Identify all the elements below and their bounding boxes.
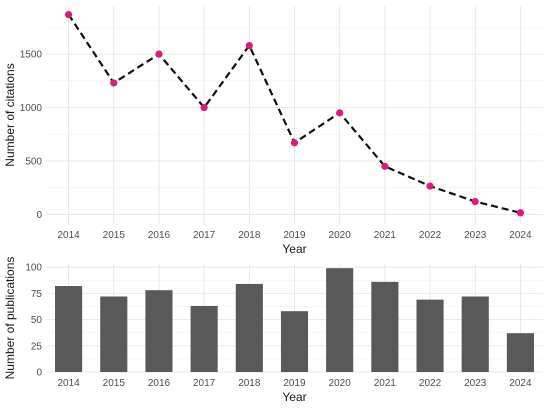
citations-point (64, 10, 73, 19)
publications-bar (190, 305, 218, 372)
publications-bar (461, 296, 489, 372)
citations-point (290, 139, 299, 147)
publications-bar (100, 296, 128, 372)
publications-y-tick-label: 50 (31, 315, 43, 326)
citations-y-tick-label: 0 (36, 210, 42, 221)
citations-grid (46, 6, 543, 224)
citations-x-tick-label: 2015 (103, 230, 126, 241)
citations-y-ticks: 0 500 1000 1500 (20, 50, 43, 221)
publications-bar (506, 333, 534, 372)
publications-bar (416, 299, 444, 372)
publications-y-axis-title: Number of publications (3, 257, 17, 380)
citations-point (471, 197, 479, 206)
citations-x-tick-label: 2023 (464, 230, 487, 241)
citations-points (64, 10, 525, 217)
publications-bars (55, 268, 534, 372)
publications-x-tick-label: 2018 (238, 378, 261, 389)
publications-y-tick-label: 100 (25, 263, 42, 274)
citations-x-tick-label: 2017 (193, 230, 216, 241)
citations-x-tick-label: 2018 (238, 230, 261, 241)
citations-y-tick-label: 1500 (20, 50, 43, 61)
citations-point (200, 103, 208, 112)
publications-y-ticks: 0 25 50 75 100 (25, 263, 42, 379)
citations-point (381, 162, 389, 170)
citations-point (336, 109, 344, 117)
publications-y-tick-label: 25 (31, 341, 43, 352)
citations-point (245, 41, 253, 50)
citations-x-tick-label: 2016 (148, 230, 171, 241)
publications-x-ticks: 2014 2015 2016 2017 2018 2019 2020 2021 2022 2023… (57, 378, 532, 389)
citations-y-axis-title: Number of citations (3, 63, 17, 166)
publications-x-axis-title: Year (282, 390, 306, 404)
citations-point (110, 79, 118, 87)
publications-x-tick-label: 2019 (283, 378, 306, 389)
publications-x-tick-label: 2024 (509, 378, 532, 389)
publications-y-tick-label: 75 (31, 289, 43, 300)
publications-bar (326, 268, 354, 372)
publications-x-tick-label: 2015 (103, 378, 126, 389)
citations-x-ticks: 2014 2015 2016 2017 2018 2019 2020 2021 2022 2023… (57, 230, 532, 241)
citations-line-chart: 0 500 1000 1500 2014 2015 2016 2017 2018 2019 202… (3, 6, 543, 256)
publications-bar (55, 286, 83, 372)
citations-x-tick-label: 2014 (57, 230, 80, 241)
citations-x-tick-label: 2019 (283, 230, 306, 241)
citations-point (426, 182, 434, 190)
publications-x-tick-label: 2022 (419, 378, 442, 389)
citations-point (155, 50, 163, 58)
publications-bar (280, 311, 309, 372)
citations-x-tick-label: 2022 (419, 230, 442, 241)
publications-x-tick-label: 2017 (193, 378, 216, 389)
citations-y-tick-label: 500 (25, 156, 42, 167)
citations-x-axis-title: Year (282, 242, 306, 256)
publications-x-tick-label: 2023 (464, 378, 487, 389)
publications-x-tick-label: 2020 (329, 378, 352, 389)
publications-x-tick-label: 2016 (148, 378, 171, 389)
citations-point (516, 209, 525, 217)
citations-x-tick-label: 2021 (374, 230, 397, 241)
publications-bar (145, 290, 173, 372)
citations-x-tick-label: 2024 (509, 230, 532, 241)
citations-y-tick-label: 1000 (20, 103, 43, 114)
publications-x-tick-label: 2021 (374, 378, 397, 389)
publications-x-tick-label: 2014 (57, 378, 80, 389)
citations-x-tick-label: 2020 (329, 230, 352, 241)
publications-bar (371, 281, 399, 372)
publications-y-tick-label: 0 (36, 368, 42, 379)
publications-bar (235, 283, 263, 372)
